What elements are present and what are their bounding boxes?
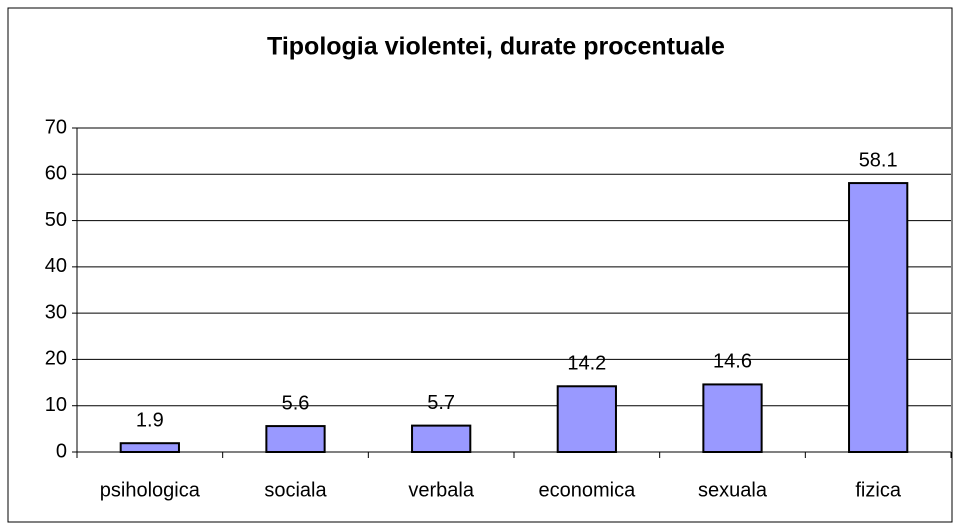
y-tick-label: 60: [45, 163, 67, 185]
bar: [411, 424, 472, 454]
y-tick-label: 30: [45, 301, 67, 323]
data-label: 5.6: [282, 392, 310, 414]
chart-title: Tipologia violentei, durate procentuale: [267, 33, 725, 61]
data-label: 14.2: [567, 353, 606, 375]
bar: [556, 385, 617, 454]
data-label: 5.7: [427, 392, 455, 414]
y-tick-label: 40: [45, 255, 67, 277]
y-tick-label: 70: [45, 116, 67, 138]
x-tick-label: verbala: [408, 479, 474, 501]
data-label: 1.9: [136, 409, 164, 431]
x-tick-label: sociala: [264, 479, 327, 501]
bar: [848, 182, 909, 454]
y-tick-label: 10: [45, 394, 67, 416]
chart-border: [7, 7, 953, 523]
bar: [119, 442, 180, 454]
bar: [265, 425, 326, 453]
data-label: 58.1: [859, 149, 898, 171]
y-tick-label: 20: [45, 348, 67, 370]
x-tick-label: psihologica: [100, 479, 201, 501]
y-tick-label: 0: [56, 440, 67, 462]
data-label: 14.6: [713, 351, 752, 373]
y-tick-label: 50: [45, 209, 67, 231]
x-tick-label: economica: [538, 479, 636, 501]
x-tick-label: sexuala: [698, 479, 768, 501]
bar: [702, 383, 763, 453]
x-tick-label: fizica: [855, 479, 901, 501]
